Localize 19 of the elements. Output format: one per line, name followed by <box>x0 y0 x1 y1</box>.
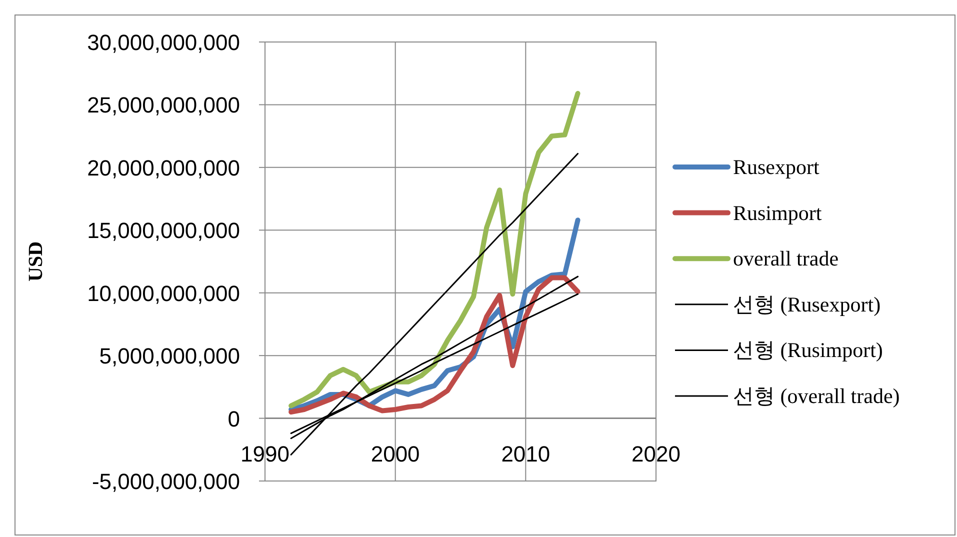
y-tick-label: 5,000,000,000 <box>99 344 240 369</box>
y-tick-label: 15,000,000,000 <box>87 218 240 244</box>
x-tick-label: 2000 <box>370 441 420 466</box>
legend-label: 선형 (overall trade) <box>733 384 900 408</box>
x-tick-label: 2020 <box>632 441 680 466</box>
y-tick-label: -5,000,000,000 <box>92 469 240 494</box>
legend-label: Rusimport <box>733 200 822 225</box>
y-axis-title: USD <box>25 241 47 282</box>
legend-label: overall trade <box>733 246 839 271</box>
legend-label: 선형 (Rusimport) <box>733 338 883 362</box>
y-tick-label: 10,000,000,000 <box>87 280 240 306</box>
legend-label: Rusexport <box>733 155 820 179</box>
x-tick-label: 1990 <box>240 441 290 466</box>
y-tick-label: 30,000,000,000 <box>87 30 240 55</box>
y-tick-label: 25,000,000,000 <box>87 92 240 118</box>
y-tick-label: 0 <box>228 406 240 432</box>
y-tick-label: 20,000,000,000 <box>87 155 240 180</box>
legend-label: 선형 (Rusexport) <box>733 292 881 316</box>
x-tick-label: 2010 <box>501 441 550 466</box>
